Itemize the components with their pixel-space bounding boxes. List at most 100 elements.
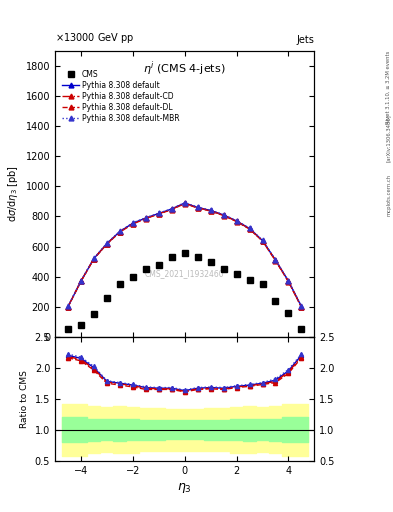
Pythia 8.308 default <box>118 228 122 234</box>
Pythia 8.308 default <box>286 278 291 284</box>
Pythia 8.308 default-DL <box>169 206 174 212</box>
Pythia 8.308 default-CD <box>143 215 148 221</box>
Pythia 8.308 default-MBR <box>156 210 161 216</box>
Text: $\times$13000 GeV pp: $\times$13000 GeV pp <box>55 31 134 45</box>
Pythia 8.308 default-CD <box>195 205 200 211</box>
Text: Rivet 3.1.10, ≥ 3.2M events: Rivet 3.1.10, ≥ 3.2M events <box>386 50 391 124</box>
Pythia 8.308 default-MBR <box>286 278 291 284</box>
Pythia 8.308 default-DL <box>234 219 239 225</box>
Pythia 8.308 default <box>130 220 135 226</box>
Pythia 8.308 default-MBR <box>130 220 135 226</box>
Text: [arXiv:1306.3436]: [arXiv:1306.3436] <box>386 114 391 162</box>
Pythia 8.308 default-MBR <box>260 237 265 243</box>
Pythia 8.308 default <box>156 210 161 217</box>
Pythia 8.308 default <box>247 225 252 231</box>
Pythia 8.308 default-MBR <box>221 211 226 218</box>
Legend: CMS, Pythia 8.308 default, Pythia 8.308 default-CD, Pythia 8.308 default-DL, Pyt: CMS, Pythia 8.308 default, Pythia 8.308 … <box>61 69 180 123</box>
Y-axis label: d$\sigma$/d$\eta_3$ [pb]: d$\sigma$/d$\eta_3$ [pb] <box>6 165 20 222</box>
Text: $\eta^i$ (CMS 4-jets): $\eta^i$ (CMS 4-jets) <box>143 60 226 78</box>
CMS <box>247 276 252 283</box>
Pythia 8.308 default-DL <box>156 211 161 217</box>
CMS <box>208 259 213 265</box>
CMS <box>221 266 226 272</box>
Pythia 8.308 default <box>195 204 200 210</box>
Line: CMS: CMS <box>65 250 304 332</box>
Pythia 8.308 default-CD <box>299 304 304 310</box>
Pythia 8.308 default-CD <box>286 279 291 285</box>
Pythia 8.308 default <box>143 215 148 221</box>
Pythia 8.308 default <box>105 241 109 247</box>
Pythia 8.308 default-DL <box>299 304 304 310</box>
Pythia 8.308 default <box>260 238 265 244</box>
Pythia 8.308 default <box>208 207 213 214</box>
Pythia 8.308 default-MBR <box>195 204 200 210</box>
Pythia 8.308 default-DL <box>221 212 226 219</box>
Pythia 8.308 default <box>273 257 278 263</box>
Pythia 8.308 default-DL <box>105 241 109 247</box>
CMS <box>130 273 135 280</box>
Pythia 8.308 default-MBR <box>273 257 278 263</box>
Y-axis label: Ratio to CMS: Ratio to CMS <box>20 370 29 428</box>
Pythia 8.308 default-MBR <box>66 303 70 309</box>
Pythia 8.308 default-DL <box>195 205 200 211</box>
Text: CMS_2021_I1932460: CMS_2021_I1932460 <box>145 269 224 279</box>
CMS <box>260 281 265 287</box>
Pythia 8.308 default-DL <box>130 221 135 227</box>
Pythia 8.308 default-CD <box>234 218 239 224</box>
Pythia 8.308 default-DL <box>182 201 187 207</box>
Text: Jets: Jets <box>297 35 314 45</box>
Line: Pythia 8.308 default: Pythia 8.308 default <box>66 201 304 309</box>
Pythia 8.308 default-DL <box>118 229 122 235</box>
CMS <box>195 254 200 260</box>
CMS <box>286 310 291 316</box>
Pythia 8.308 default-CD <box>105 241 109 247</box>
Pythia 8.308 default-MBR <box>79 278 83 284</box>
Pythia 8.308 default-CD <box>156 211 161 217</box>
Pythia 8.308 default-CD <box>169 206 174 212</box>
Pythia 8.308 default-DL <box>247 226 252 232</box>
Pythia 8.308 default-DL <box>260 238 265 244</box>
Line: Pythia 8.308 default-MBR: Pythia 8.308 default-MBR <box>66 200 304 309</box>
Pythia 8.308 default-CD <box>66 304 70 310</box>
CMS <box>105 294 109 301</box>
Pythia 8.308 default-DL <box>92 256 96 262</box>
CMS <box>79 322 83 328</box>
Pythia 8.308 default-CD <box>182 200 187 206</box>
Pythia 8.308 default-MBR <box>143 215 148 221</box>
Text: mcplots.cern.ch: mcplots.cern.ch <box>386 174 391 216</box>
Pythia 8.308 default-MBR <box>182 200 187 206</box>
CMS <box>182 249 187 255</box>
Pythia 8.308 default-MBR <box>118 228 122 234</box>
CMS <box>234 270 239 276</box>
CMS <box>299 326 304 332</box>
Pythia 8.308 default-MBR <box>105 240 109 246</box>
Pythia 8.308 default-CD <box>79 278 83 284</box>
Pythia 8.308 default-CD <box>130 221 135 227</box>
Pythia 8.308 default <box>182 200 187 206</box>
Pythia 8.308 default-CD <box>118 229 122 235</box>
CMS <box>118 281 122 287</box>
Pythia 8.308 default-CD <box>273 257 278 263</box>
Pythia 8.308 default-CD <box>208 208 213 214</box>
Pythia 8.308 default-CD <box>247 226 252 232</box>
CMS <box>156 262 161 268</box>
Pythia 8.308 default-CD <box>221 212 226 218</box>
Line: Pythia 8.308 default-CD: Pythia 8.308 default-CD <box>66 201 304 309</box>
Pythia 8.308 default <box>299 304 304 310</box>
CMS <box>169 254 174 260</box>
Pythia 8.308 default <box>234 218 239 224</box>
X-axis label: $\eta_3$: $\eta_3$ <box>177 481 192 495</box>
Pythia 8.308 default-MBR <box>234 218 239 224</box>
Pythia 8.308 default <box>221 212 226 218</box>
CMS <box>66 326 70 332</box>
Pythia 8.308 default <box>169 206 174 212</box>
CMS <box>143 266 148 272</box>
Pythia 8.308 default-DL <box>273 258 278 264</box>
Pythia 8.308 default <box>66 304 70 310</box>
CMS <box>273 297 278 304</box>
Pythia 8.308 default <box>79 278 83 284</box>
Pythia 8.308 default-DL <box>286 279 291 285</box>
Pythia 8.308 default-DL <box>66 304 70 310</box>
Pythia 8.308 default-MBR <box>92 255 96 261</box>
Pythia 8.308 default-CD <box>92 255 96 262</box>
